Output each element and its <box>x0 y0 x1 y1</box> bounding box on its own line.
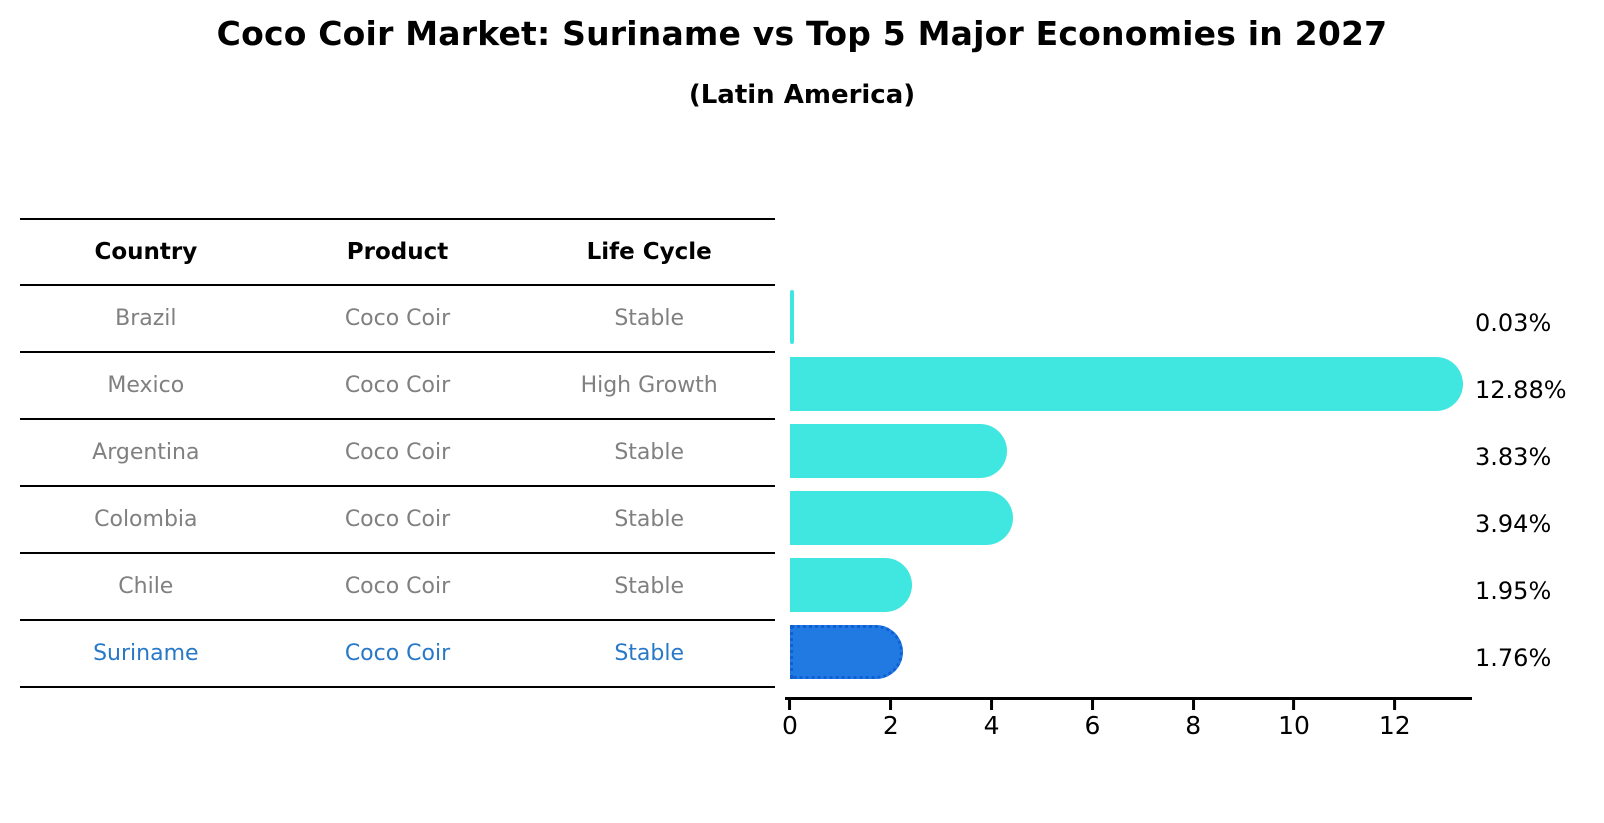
cell-country: Mexico <box>107 373 185 398</box>
table-header-row: Country Product Life Cycle <box>20 220 775 286</box>
cell-product: Coco Coir <box>344 440 451 465</box>
bar-colombia <box>790 491 1013 545</box>
table-row-brazil: Brazil Coco Coir Stable <box>20 286 775 353</box>
cell-product: Coco Coir <box>344 373 451 398</box>
x-tick-mark <box>1393 700 1397 710</box>
table-header-country: Country <box>94 239 198 265</box>
value-label-chile: 1.95% <box>1475 576 1552 605</box>
table-row-mexico: Mexico Coco Coir High Growth <box>20 353 775 420</box>
value-label-colombia: 3.94% <box>1475 509 1552 538</box>
cell-country: Chile <box>118 574 174 599</box>
x-axis-line <box>785 697 1472 700</box>
cell-country: Suriname <box>93 641 199 666</box>
bar-brazil <box>790 290 794 344</box>
bar-chile <box>790 558 913 612</box>
bar-row-suriname <box>790 619 1480 686</box>
bars-layer <box>790 284 1480 686</box>
x-tick-label: 4 <box>983 711 1000 740</box>
x-tick-mark <box>1191 700 1195 710</box>
table-row-suriname: Suriname Coco Coir Stable <box>20 621 775 688</box>
cell-life-cycle: Stable <box>614 507 684 532</box>
bar-argentina <box>790 424 1008 478</box>
x-tick-10: 10 <box>1278 700 1310 740</box>
value-label-mexico: 12.88% <box>1475 375 1567 404</box>
x-tick-mark <box>990 700 994 710</box>
cell-product: Coco Coir <box>344 574 451 599</box>
cell-product: Coco Coir <box>344 507 451 532</box>
cell-country: Brazil <box>115 306 177 331</box>
cell-product: Coco Coir <box>344 306 451 331</box>
table-row-argentina: Argentina Coco Coir Stable <box>20 420 775 487</box>
value-label-suriname: 1.76% <box>1475 643 1552 672</box>
x-tick-mark <box>889 700 893 710</box>
bar-row-chile <box>790 552 1480 619</box>
cell-life-cycle: High Growth <box>580 373 718 398</box>
bar-row-brazil <box>790 284 1480 351</box>
x-tick-label: 8 <box>1185 711 1202 740</box>
cell-life-cycle: Stable <box>614 440 684 465</box>
x-tick-label: 10 <box>1278 711 1310 740</box>
bar-suriname <box>790 625 903 679</box>
x-tick-mark <box>788 700 792 710</box>
x-tick-8: 8 <box>1185 700 1201 740</box>
x-tick-mark <box>1292 700 1296 710</box>
x-tick-label: 0 <box>782 711 798 740</box>
x-tick-label: 12 <box>1378 711 1411 740</box>
x-tick-6: 6 <box>1084 700 1100 740</box>
value-labels-layer: 0.03% 12.88% 3.83% 3.94% 1.95% 1.76% <box>1475 0 1600 823</box>
table-row-colombia: Colombia Coco Coir Stable <box>20 487 775 554</box>
cell-country: Colombia <box>94 507 198 532</box>
country-table: Country Product Life Cycle Brazil Coco Co… <box>20 218 775 688</box>
x-tick-4: 4 <box>984 700 1000 740</box>
table-body: Brazil Coco Coir Stable Mexico Coco Coir High… <box>20 286 775 688</box>
chart-subtitle: (Latin America) <box>688 80 916 110</box>
cell-product: Coco Coir <box>344 641 451 666</box>
cell-life-cycle: Stable <box>614 574 684 599</box>
chart-title: Coco Coir Market: Suriname vs Top 5 Majo… <box>216 14 1388 53</box>
cell-life-cycle: Stable <box>614 306 684 331</box>
value-label-argentina: 3.83% <box>1475 442 1552 471</box>
table-row-chile: Chile Coco Coir Stable <box>20 554 775 621</box>
table-header-product: Product <box>346 239 449 265</box>
x-tick-12: 12 <box>1379 700 1411 740</box>
x-axis: 0 2 4 6 8 10 12 <box>782 697 1472 757</box>
x-tick-label: 6 <box>1084 711 1101 740</box>
x-tick-label: 2 <box>882 711 899 740</box>
x-tick-mark <box>1090 700 1094 710</box>
cell-life-cycle: Stable <box>614 641 684 666</box>
bar-mexico <box>790 357 1464 411</box>
bar-row-colombia <box>790 485 1480 552</box>
x-tick-2: 2 <box>883 700 899 740</box>
bar-row-argentina <box>790 418 1480 485</box>
cell-country: Argentina <box>92 440 200 465</box>
value-label-brazil: 0.03% <box>1475 308 1552 337</box>
table-header-life-cycle: Life Cycle <box>586 239 712 265</box>
bar-row-mexico <box>790 351 1480 418</box>
x-tick-0: 0 <box>782 700 798 740</box>
